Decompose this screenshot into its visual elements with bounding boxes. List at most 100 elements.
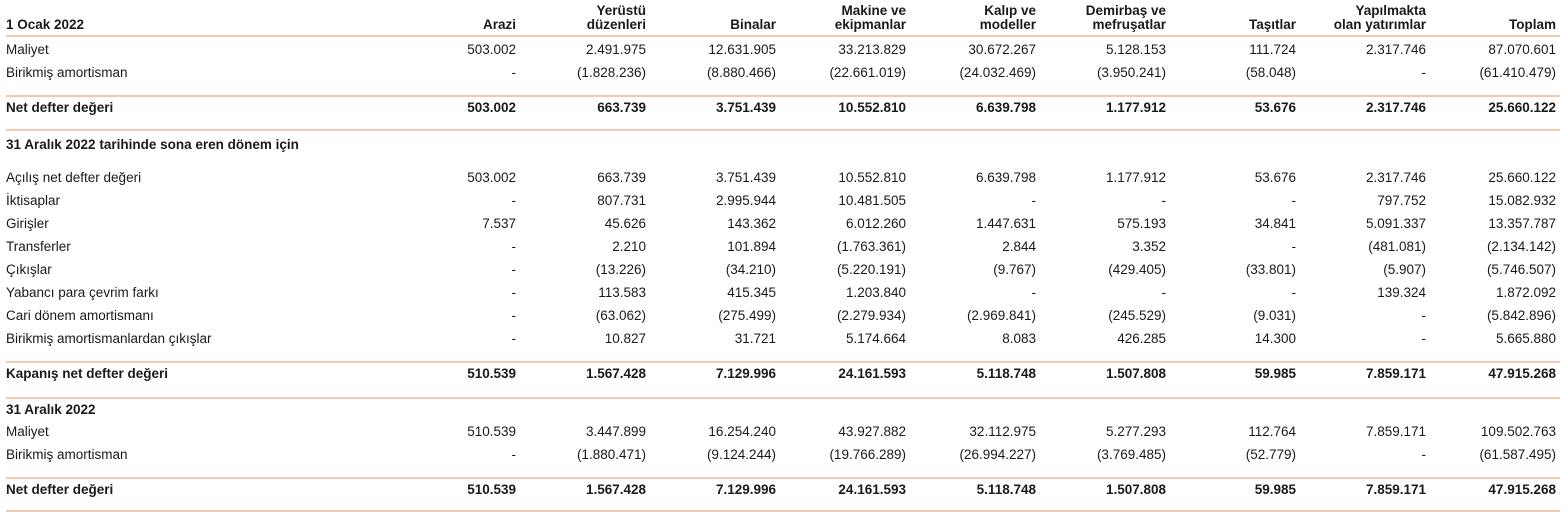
table-cell: 47.915.268 xyxy=(1488,366,1556,381)
table-cell: 14.300 xyxy=(1254,331,1296,346)
column-header-line: Makine ve xyxy=(841,3,906,18)
row-label: Birikmiş amortisman xyxy=(6,447,128,462)
table-row: Kapanış net defter değeri 510.539 1.567.42… xyxy=(6,364,1560,384)
table-cell: (13.226) xyxy=(595,262,646,277)
row-divider xyxy=(6,361,1560,363)
table-cell: 87.070.601 xyxy=(1488,42,1556,57)
table-cell: 101.894 xyxy=(727,239,776,254)
table-cell: 32.112.975 xyxy=(969,424,1036,439)
table-cell: 3.751.439 xyxy=(715,100,776,115)
row-label: Açılış net defter değeri xyxy=(6,170,142,185)
column-header-line: Arazi xyxy=(482,17,516,32)
table-cell: 7.859.171 xyxy=(1365,424,1426,439)
table-cell: 415.345 xyxy=(727,285,776,300)
table-cell: 12.631.905 xyxy=(708,42,776,57)
table-cell: (9.767) xyxy=(993,262,1036,277)
table-cell: - xyxy=(1421,331,1427,346)
column-header: Binalar xyxy=(616,18,776,32)
table-cell: 59.985 xyxy=(1254,482,1296,497)
table-cell: 5.118.748 xyxy=(976,366,1036,381)
section-heading-row: 31 Aralık 2022 tarihinde sona eren dönem… xyxy=(6,135,1560,155)
table-cell: 1.203.840 xyxy=(845,285,906,300)
table-cell: 53.676 xyxy=(1254,170,1296,185)
row-label: Çıkışlar xyxy=(6,262,52,277)
table-cell: 16.254.240 xyxy=(708,424,776,439)
table-cell: (63.062) xyxy=(595,308,646,323)
table-cell: 5.665.880 xyxy=(1495,331,1556,346)
column-header: Demirbaş ve mefruşatlar xyxy=(1006,4,1166,32)
table-cell: (275.499) xyxy=(718,308,776,323)
table-cell: 7.129.996 xyxy=(715,366,776,381)
table-cell: 503.002 xyxy=(467,170,516,185)
table-cell: 2.317.746 xyxy=(1365,100,1426,115)
table-cell: (3.950.241) xyxy=(1096,65,1166,80)
column-header-line: modeller xyxy=(979,17,1036,32)
table-cell: 5.174.664 xyxy=(845,331,906,346)
table-cell: 510.539 xyxy=(467,366,516,381)
table-cell: - xyxy=(1031,193,1037,208)
table-cell: - xyxy=(511,447,517,462)
table-row: Çıkışlar - (13.226) (34.210) (5.220.191) (9.7… xyxy=(6,260,1560,280)
table-row: Birikmiş amortismanlardan çıkışlar - 10.82… xyxy=(6,329,1560,349)
table-cell: 33.213.829 xyxy=(838,42,906,57)
table-cell: - xyxy=(1031,285,1037,300)
table-row: Girişler 7.537 45.626 143.362 6.012.260 1.447… xyxy=(6,214,1560,234)
table-cell: 6.639.798 xyxy=(975,170,1036,185)
table-row: Net defter değeri 510.539 1.567.428 7.129.9… xyxy=(6,480,1560,500)
table-row: Birikmiş amortisman - (1.828.236) (8.880.46… xyxy=(6,63,1560,83)
table-cell: 45.626 xyxy=(604,216,646,231)
table-cell: (34.210) xyxy=(725,262,776,277)
table-cell: 3.447.899 xyxy=(585,424,646,439)
row-label: Kapanış net defter değeri xyxy=(6,366,169,381)
table-cell: (245.529) xyxy=(1108,308,1166,323)
table-row: İktisaplar - 807.731 2.995.944 10.481.505 - - -… xyxy=(6,191,1560,211)
table-cell: 7.537 xyxy=(482,216,516,231)
column-header: Yapılmakta olan yatırımlar xyxy=(1266,4,1426,32)
table-cell: 5.128.153 xyxy=(1105,42,1166,57)
table-cell: 2.491.975 xyxy=(585,42,646,57)
table-cell: 1.872.092 xyxy=(1495,285,1556,300)
table-cell: (429.405) xyxy=(1108,262,1166,277)
table-cell: (481.081) xyxy=(1368,239,1426,254)
table-cell: (9.124.244) xyxy=(706,447,776,462)
table-cell: 1.177.912 xyxy=(1105,170,1166,185)
table-cell: 2.317.746 xyxy=(1365,170,1426,185)
table-row: Cari dönem amortismanı - (63.062) (275.499)… xyxy=(6,306,1560,326)
table-cell: - xyxy=(1291,239,1297,254)
table-cell: 797.752 xyxy=(1377,193,1426,208)
table-cell: 30.672.267 xyxy=(968,42,1036,57)
table-cell: 503.002 xyxy=(467,42,516,57)
column-header-line: olan yatırımlar xyxy=(1333,17,1426,32)
table-cell: 5.118.748 xyxy=(976,482,1036,497)
column-header: Toplam xyxy=(1396,18,1556,32)
row-label: Transferler xyxy=(6,239,71,254)
table-cell: 1.447.631 xyxy=(975,216,1036,231)
table-cell: (33.801) xyxy=(1245,262,1296,277)
column-header: Arazi xyxy=(356,18,516,32)
table-cell: (1.828.236) xyxy=(576,65,646,80)
row-label: Yabancı para çevrim farkı xyxy=(6,285,159,300)
table-row: Net defter değeri 503.002 663.739 3.751.439… xyxy=(6,98,1560,118)
table-row: Maliyet 510.539 3.447.899 16.254.240 43.927.… xyxy=(6,422,1560,442)
period-heading: 1 Ocak 2022 xyxy=(6,17,85,32)
table-cell: 34.841 xyxy=(1254,216,1296,231)
table-cell: 6.012.260 xyxy=(845,216,906,231)
table-cell: (2.279.934) xyxy=(836,308,906,323)
table-cell: 10.552.810 xyxy=(838,100,906,115)
table-cell: 510.539 xyxy=(467,424,516,439)
row-divider xyxy=(6,95,1560,97)
table-cell: 5.277.293 xyxy=(1105,424,1166,439)
table-cell: (5.907) xyxy=(1383,262,1426,277)
table-cell: 2.210 xyxy=(612,239,646,254)
column-header-line: mefruşatlar xyxy=(1092,17,1166,32)
column-header: Kalıp ve modeller xyxy=(876,4,1036,32)
column-header: Taşıtlar xyxy=(1136,18,1296,32)
table-cell: - xyxy=(511,239,517,254)
table-cell: - xyxy=(1291,285,1297,300)
table-cell: 1.507.808 xyxy=(1105,366,1166,381)
table-cell: 59.985 xyxy=(1254,366,1296,381)
table-cell: 807.731 xyxy=(597,193,646,208)
table-cell: 7.859.171 xyxy=(1365,366,1426,381)
column-header-line: düzenleri xyxy=(586,17,646,32)
table-cell: 10.827 xyxy=(604,331,646,346)
